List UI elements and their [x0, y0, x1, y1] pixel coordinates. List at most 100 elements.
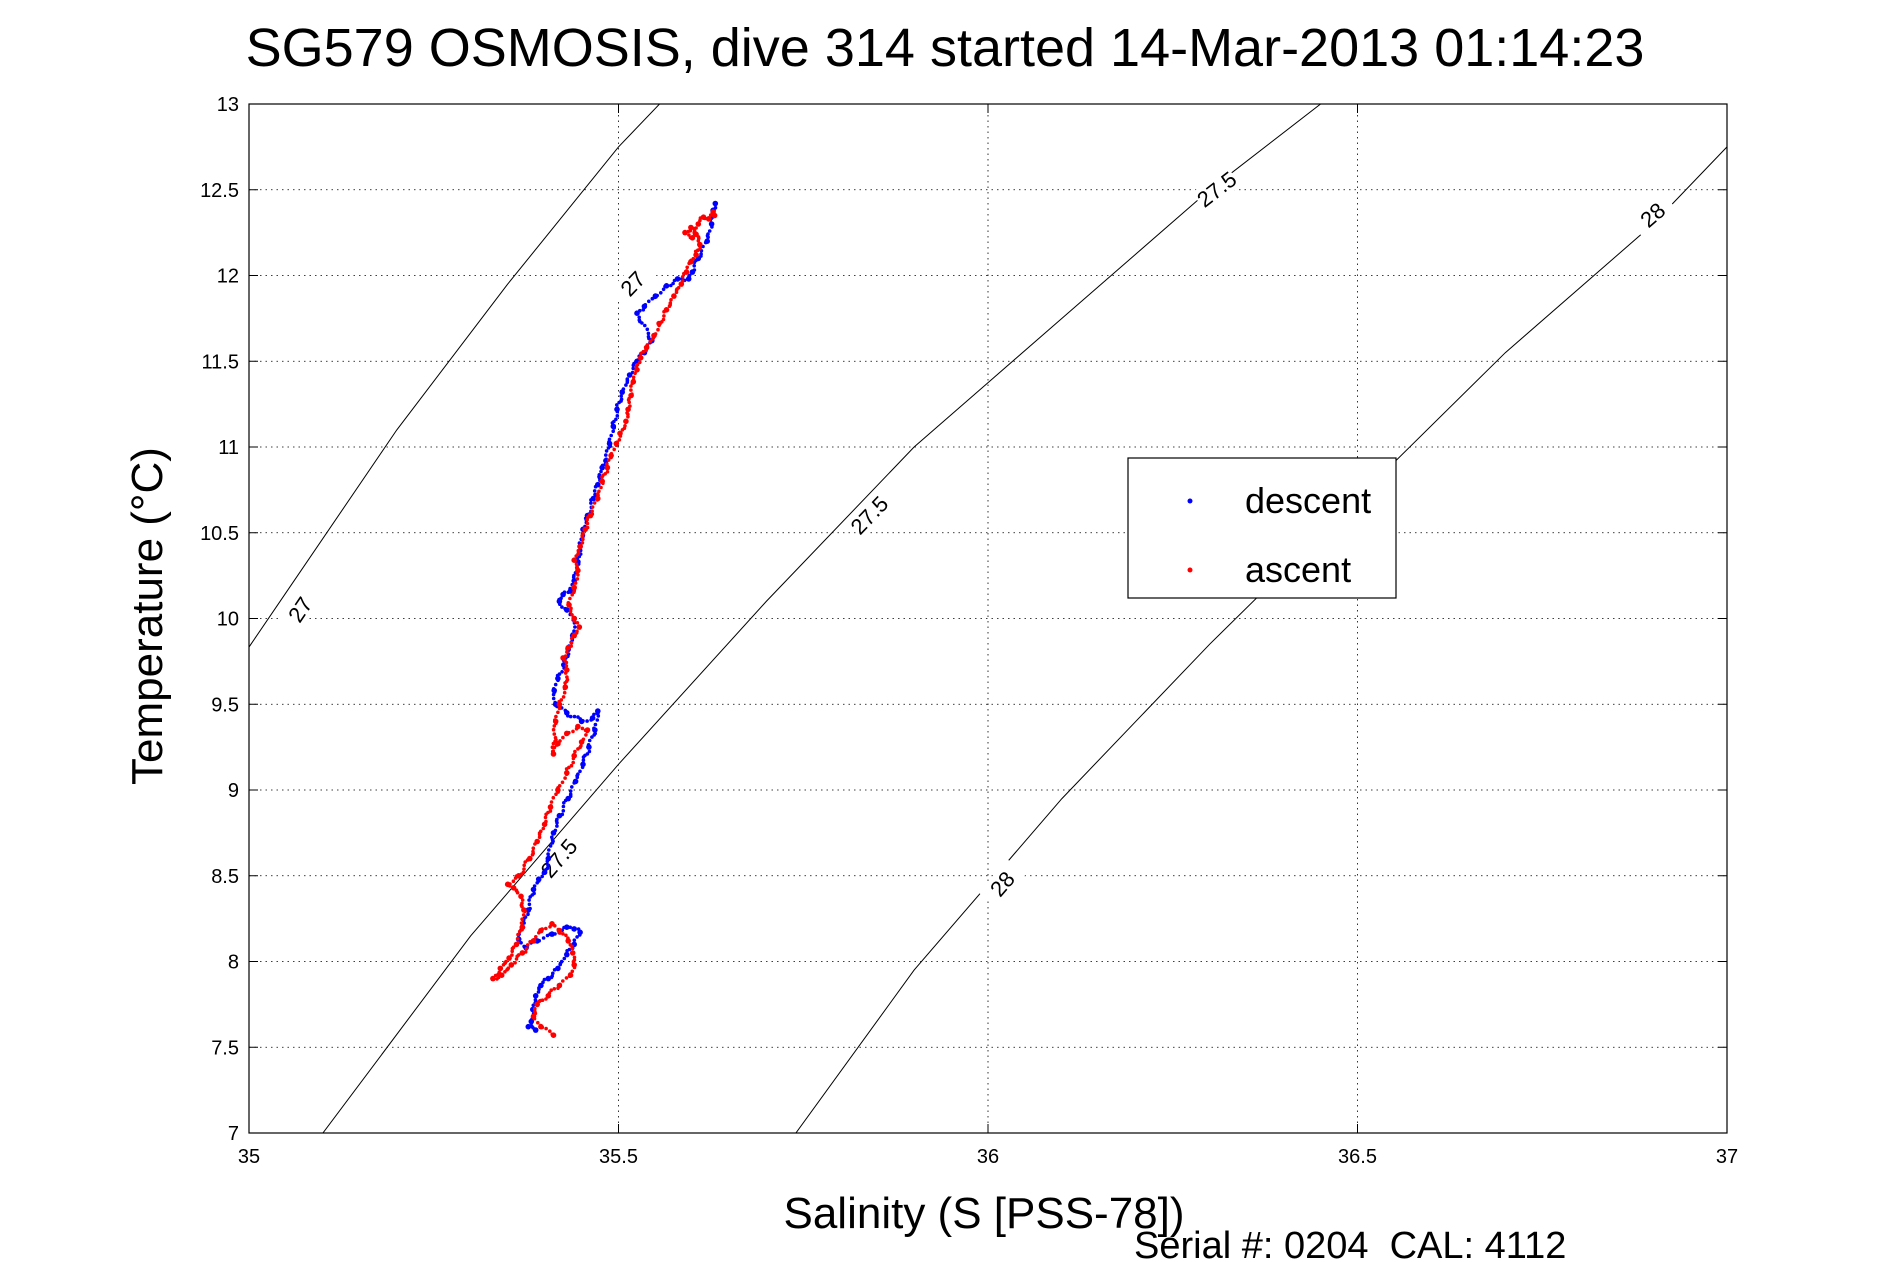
ascent-point: [515, 954, 519, 959]
ascent-point: [547, 991, 552, 995]
descent-point: [553, 682, 558, 687]
ascent-point: [531, 849, 535, 854]
descent-point: [587, 749, 592, 754]
descent-point: [578, 933, 582, 937]
grid-lines: [249, 104, 1727, 1133]
ascent-point: [508, 882, 512, 886]
descent-point: [551, 692, 556, 697]
ascent-point: [645, 343, 650, 347]
ascent-point: [565, 650, 569, 654]
y-tick-label: 7.5: [211, 1037, 239, 1059]
descent-point: [599, 469, 603, 474]
ascent-point: [522, 867, 526, 871]
descent-point: [625, 380, 630, 385]
descent-point: [589, 498, 593, 502]
contour-label-bg: [845, 490, 893, 540]
y-tick-label: 8.5: [211, 866, 239, 888]
ascent-point: [689, 235, 696, 241]
ascent-point: [543, 815, 548, 820]
ascent-point: [711, 212, 718, 219]
descent-point: [545, 859, 550, 864]
ascent-point: [694, 226, 698, 230]
ascent-point: [638, 352, 643, 356]
ascent-point: [680, 279, 685, 283]
contour-label-bg: [978, 859, 1026, 909]
ascent-point: [506, 955, 512, 961]
descent-point: [555, 824, 559, 828]
descent-point: [592, 727, 598, 733]
ascent-point: [567, 765, 571, 770]
descent-point: [537, 987, 541, 992]
descent-point: [568, 925, 572, 930]
descent-point: [669, 283, 673, 288]
ascent-point: [518, 893, 524, 900]
descent-point: [592, 733, 596, 737]
legend-marker-descent: [1187, 498, 1193, 504]
descent-point: [561, 804, 566, 809]
descent-point: [570, 785, 574, 789]
descent-point: [706, 235, 710, 239]
ascent-point: [569, 950, 576, 956]
ascent-point: [584, 733, 588, 737]
ascent-point: [628, 404, 632, 408]
descent-point: [548, 844, 553, 848]
ascent-point: [638, 360, 642, 365]
ascent-point: [577, 543, 583, 550]
ascent-point: [541, 826, 546, 831]
ascent-point: [571, 760, 575, 765]
descent-point: [542, 977, 547, 982]
ascent-point: [536, 1020, 540, 1025]
y-tick-label: 7: [228, 1123, 239, 1145]
ascent-point: [540, 998, 545, 1002]
ascent-point: [562, 690, 567, 695]
descent-point: [581, 758, 586, 762]
ascent-point: [682, 229, 688, 236]
ascent-point: [595, 495, 601, 502]
ascent-point: [703, 216, 707, 221]
ascent-point: [521, 913, 526, 917]
ascent-point: [537, 931, 541, 935]
descent-point: [549, 931, 555, 937]
ascent-point: [637, 355, 644, 361]
descent-point: [615, 414, 620, 418]
ascent-point: [508, 962, 515, 968]
ascent-point: [524, 947, 529, 951]
ascent-point: [520, 901, 524, 906]
ascent-point: [503, 970, 507, 974]
ascent-point: [592, 501, 597, 505]
ascent-point: [568, 972, 572, 976]
ascent-point: [576, 548, 581, 553]
ascent-point: [574, 727, 579, 731]
descent-point: [565, 949, 569, 953]
descent-point: [615, 403, 619, 407]
x-axis-label: Salinity (S [PSS-78]): [783, 1189, 1184, 1238]
ascent-point: [680, 275, 685, 279]
ascent-point: [630, 392, 634, 396]
descent-point: [641, 303, 648, 310]
descent-point: [546, 852, 550, 856]
ascent-point: [552, 987, 557, 991]
x-tick-label: 35: [238, 1146, 260, 1168]
descent-point: [556, 678, 560, 683]
descent-point: [560, 670, 564, 674]
descent-point: [566, 714, 570, 718]
ascent-point: [575, 621, 580, 625]
descent-point: [580, 761, 586, 768]
ascent-point: [574, 562, 579, 566]
ascent-point: [635, 362, 640, 367]
y-tick-label: 11: [218, 437, 239, 459]
ascent-point: [549, 804, 553, 808]
ascent-point: [520, 898, 525, 902]
ascent-point: [553, 718, 557, 722]
ascent-point: [525, 943, 530, 947]
descent-point: [558, 962, 562, 967]
ascent-point: [648, 339, 652, 344]
ascent-point: [688, 224, 694, 231]
ascent-point: [571, 584, 576, 588]
ascent-point: [695, 221, 702, 227]
descent-point: [568, 789, 573, 793]
descent-point: [710, 225, 714, 229]
ascent-point: [585, 525, 590, 530]
serial-cal-footer: Serial #: 0204 CAL: 4112: [1134, 1225, 1566, 1262]
descent-point: [619, 389, 625, 395]
